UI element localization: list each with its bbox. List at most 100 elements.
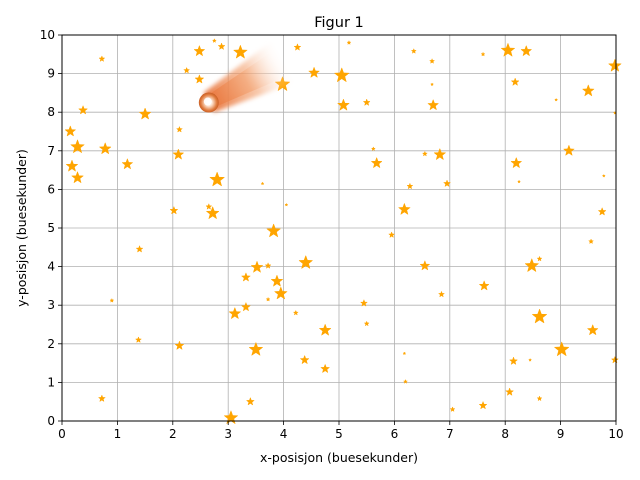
star-point-56 (588, 238, 594, 244)
y-tick-label-8: 8 (47, 105, 55, 119)
chart-title: Figur 1 (314, 15, 364, 31)
star-point-93 (246, 397, 255, 406)
star-point-23 (363, 98, 371, 106)
star-point-63 (524, 258, 539, 272)
x-tick-label-3: 3 (224, 427, 232, 441)
star-point-67 (265, 297, 271, 302)
star-point-86 (528, 358, 532, 362)
star-point-8 (500, 43, 516, 57)
x-tick-label-1: 1 (114, 427, 122, 441)
star-point-78 (587, 324, 599, 336)
star-point-41 (71, 171, 84, 184)
star-point-46 (517, 180, 521, 184)
star-point-83 (402, 351, 406, 355)
star-point-87 (611, 356, 619, 364)
star-point-10 (608, 59, 622, 72)
star-point-81 (248, 342, 263, 356)
comet-tail (203, 38, 298, 113)
star-point-43 (260, 181, 265, 186)
star-point-0 (233, 44, 248, 59)
star-point-39 (371, 157, 383, 168)
y-tick-label-3: 3 (47, 298, 55, 312)
star-point-69 (438, 291, 445, 298)
y-tick-label-1: 1 (47, 375, 55, 389)
star-point-24 (427, 99, 439, 111)
star-point-16 (429, 58, 435, 64)
star-point-50 (169, 206, 178, 215)
star-point-1 (193, 45, 205, 56)
star-point-44 (406, 183, 413, 189)
star-point-95 (478, 401, 488, 410)
star-point-51 (206, 206, 220, 219)
star-point-33 (371, 146, 376, 151)
star-point-21 (554, 98, 558, 102)
star-point-6 (411, 48, 417, 54)
star-point-3 (212, 38, 217, 43)
star-point-48 (284, 203, 288, 207)
star-point-57 (135, 245, 144, 253)
x-tick-label-2: 2 (169, 427, 177, 441)
star-point-12 (183, 67, 190, 74)
x-tick-label-0: 0 (58, 427, 66, 441)
x-tick-label-4: 4 (280, 427, 288, 441)
y-tick-label-7: 7 (47, 144, 55, 158)
star-point-80 (174, 340, 185, 350)
x-tick-label-6: 6 (391, 427, 399, 441)
star-point-28 (64, 125, 76, 137)
star-point-75 (532, 308, 548, 324)
star-point-9 (520, 45, 532, 56)
star-point-40 (510, 157, 522, 168)
star-point-29 (176, 126, 183, 133)
star-point-14 (308, 67, 320, 78)
star-point-42 (209, 171, 225, 187)
star-point-4 (293, 43, 302, 51)
star-point-35 (433, 148, 446, 160)
x-axis-ticks: 0 1 2 3 4 5 6 7 8 9 10 (58, 421, 624, 441)
star-point-20 (582, 84, 595, 97)
star-point-7 (480, 52, 486, 57)
star-point-76 (364, 321, 370, 326)
x-tick-label-7: 7 (446, 427, 454, 441)
star-point-13 (194, 74, 204, 84)
star-point-91 (98, 394, 106, 402)
star-point-64 (241, 272, 251, 282)
star-point-89 (403, 379, 408, 384)
y-tick-label-10: 10 (40, 28, 55, 42)
comet (198, 38, 298, 113)
star-point-31 (99, 142, 112, 155)
comet-tail-core (205, 51, 286, 109)
x-tick-label-5: 5 (335, 427, 343, 441)
y-tick-label-9: 9 (47, 67, 55, 81)
star-point-74 (293, 310, 299, 316)
star-point-32 (172, 148, 184, 160)
star-point-71 (360, 299, 368, 307)
star-point-45 (443, 179, 451, 187)
y-tick-label-4: 4 (47, 260, 55, 274)
star-point-52 (398, 203, 411, 215)
star-point-92 (536, 395, 543, 401)
star-point-88 (320, 364, 330, 373)
grid-lines (61, 34, 617, 422)
star-point-5 (346, 40, 352, 45)
star-point-79 (135, 336, 142, 343)
y-tick-label-5: 5 (47, 221, 55, 235)
star-point-26 (139, 107, 152, 120)
star-point-68 (274, 286, 288, 300)
star-point-22 (337, 98, 350, 111)
star-point-54 (266, 223, 281, 238)
star-point-70 (109, 298, 114, 303)
star-point-85 (509, 356, 518, 365)
comet-nucleus (203, 97, 212, 106)
star-point-15 (334, 67, 350, 82)
star-point-49 (205, 203, 212, 210)
star-point-94 (449, 406, 456, 412)
star-point-19 (511, 77, 520, 86)
star-point-59 (250, 261, 264, 273)
y-axis-label: y-posisjon (buesekunder) (14, 149, 29, 307)
star-point-65 (270, 274, 283, 287)
x-axis-label: x-posisjon (buesekunder) (260, 450, 418, 465)
x-tick-label-9: 9 (557, 427, 565, 441)
star-point-61 (298, 255, 313, 269)
star-point-60 (265, 262, 272, 269)
